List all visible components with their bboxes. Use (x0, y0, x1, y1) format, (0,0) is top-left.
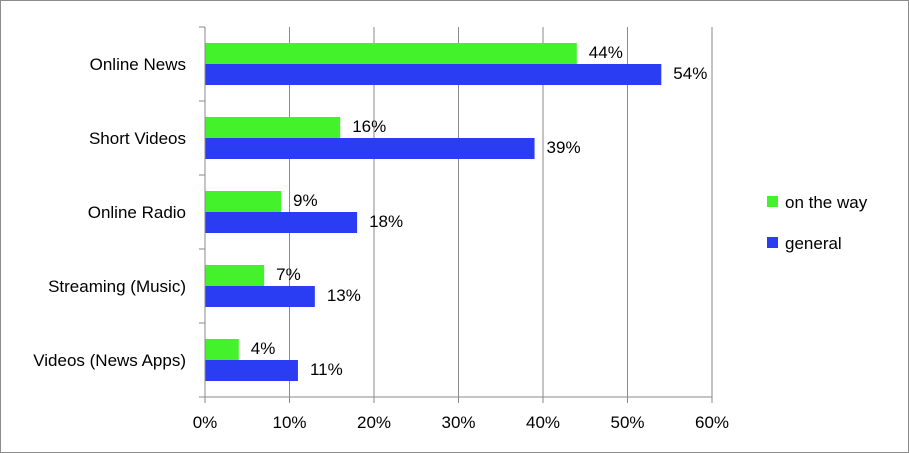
category-label: Short Videos (89, 129, 186, 148)
category-label: Online Radio (88, 203, 186, 222)
x-tick-labels: 0% 10% 20% 30% 40% 50% 60% (193, 413, 729, 432)
x-tick-label: 60% (695, 413, 729, 432)
bar-general (205, 212, 358, 233)
x-tick-label: 10% (272, 413, 306, 432)
legend: on the way general (767, 193, 868, 253)
data-label: 18% (369, 212, 403, 231)
data-label: 7% (276, 265, 301, 284)
x-tick-label: 50% (610, 413, 644, 432)
bar-general (205, 64, 662, 85)
data-label: 44% (589, 43, 623, 62)
x-tick-label: 0% (193, 413, 218, 432)
category-label: Online News (90, 55, 186, 74)
bar-general (205, 138, 535, 159)
legend-label: general (785, 234, 842, 253)
legend-label: on the way (785, 193, 868, 212)
bar-general (205, 360, 298, 381)
legend-swatch (767, 237, 778, 248)
x-tick-label: 30% (441, 413, 475, 432)
category-label: Streaming (Music) (48, 277, 186, 296)
data-label: 9% (293, 191, 318, 210)
legend-swatch (767, 196, 778, 207)
x-tick-label: 40% (526, 413, 560, 432)
bar-on-the-way (205, 265, 265, 286)
data-labels: 44% 54% 16% 39% 9% 18% 7% 13% 4% 11% (251, 43, 708, 379)
category-labels: Online News Short Videos Online Radio Strea… (33, 55, 186, 370)
data-label: 54% (673, 64, 707, 83)
bars (205, 43, 662, 381)
axes (199, 26, 713, 403)
data-label: 39% (547, 138, 581, 157)
bar-on-the-way (205, 117, 341, 138)
bar-on-the-way (205, 191, 282, 212)
data-label: 13% (327, 286, 361, 305)
data-label: 4% (251, 339, 276, 358)
bar-on-the-way (205, 339, 239, 360)
bar-on-the-way (205, 43, 577, 64)
data-label: 16% (352, 117, 386, 136)
data-label: 11% (310, 360, 343, 379)
x-tick-label: 20% (357, 413, 391, 432)
category-label: Videos (News Apps) (33, 351, 186, 370)
bar-general (205, 286, 315, 307)
gridlines (289, 27, 713, 397)
